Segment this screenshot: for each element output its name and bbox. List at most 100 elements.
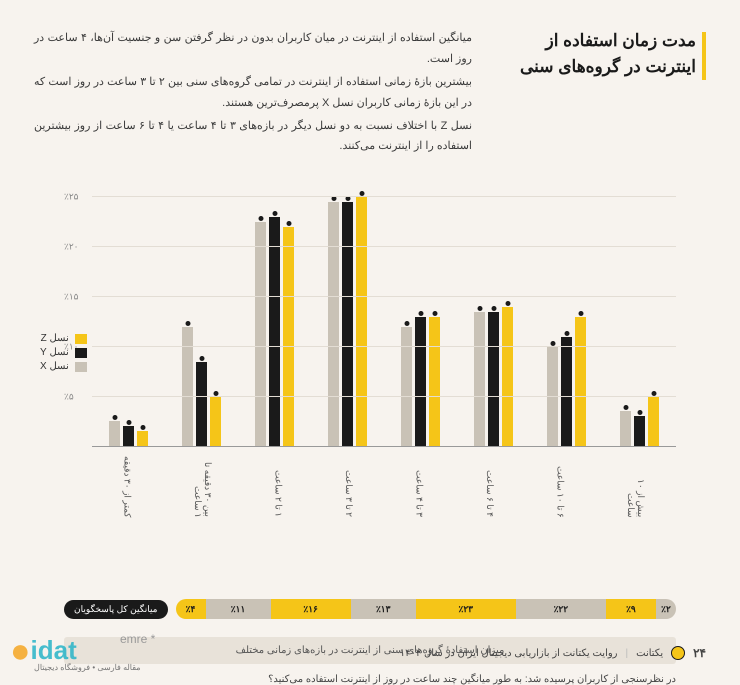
brand-name: یکتانت <box>636 648 663 659</box>
legend-label: نسل Z <box>41 333 69 344</box>
bar <box>401 327 412 447</box>
bar <box>502 307 513 446</box>
x-tick-label: ۳ تا ۴ ساعت <box>414 455 424 517</box>
watermark-logo: ● idat <box>10 635 77 666</box>
bar-group <box>401 177 440 446</box>
x-tick-label: ۴ تا ۶ ساعت <box>485 455 495 517</box>
grid-line <box>92 196 676 197</box>
brand-logo-icon <box>671 646 685 660</box>
summary-segment: ٪۱۶ <box>271 599 351 619</box>
bar-group <box>255 177 294 446</box>
summary-segment: ٪۲ <box>656 599 676 619</box>
desc-line: بیشترین بازهٔ زمانی استفاده از اینترنت د… <box>34 72 472 114</box>
summary-segment: ٪۹ <box>606 599 656 619</box>
bar-dot-icon <box>258 216 263 221</box>
bar-dot-icon <box>112 415 117 420</box>
bar-group <box>547 177 586 446</box>
legend-item: نسل Y <box>40 347 87 358</box>
x-axis-labels: کمتر از ۳۰ دقیقه بین ۳۰ دقیقه تا ۱ ساعت ۱ … <box>92 455 676 517</box>
bar-dot-icon <box>286 221 291 226</box>
summary-segment: ٪۴ <box>176 599 206 619</box>
x-tick-label: ۶ تا ۱۰ ساعت <box>555 455 565 517</box>
legend-swatch-icon <box>75 334 87 344</box>
watermark-text: idat <box>31 635 77 666</box>
bar <box>620 411 631 446</box>
y-tick-label: ٪۲۵ <box>64 192 79 203</box>
watermark-subtitle: مقاله فارسی • فروشگاه دیجیتال <box>34 663 141 672</box>
desc-line: نسل Z با اختلاف نسبت به دو نسل دیگر در ب… <box>34 116 472 158</box>
grid-line <box>92 296 676 297</box>
bar-dot-icon <box>126 420 131 425</box>
bar-dot-icon <box>185 321 190 326</box>
legend-swatch-icon <box>75 362 87 372</box>
bar-dot-icon <box>637 410 642 415</box>
bar-dot-icon <box>477 306 482 311</box>
bar-dot-icon <box>272 211 277 216</box>
bar-group <box>109 177 148 446</box>
bar-group <box>620 177 659 446</box>
bar-group <box>474 177 513 446</box>
grid-line <box>92 346 676 347</box>
grid-line <box>92 396 676 397</box>
bar-dot-icon <box>505 301 510 306</box>
emre-watermark: emre * <box>120 632 155 646</box>
summary-bar: میانگین کل پاسخگویان ٪۴٪۱۱٪۱۶٪۱۳٪۲۳٪۲۲٪۹… <box>64 595 676 623</box>
bar <box>196 362 207 447</box>
page-footer: ۲۴ یکتانت | روایت یکتانت از بازاریابی دی… <box>34 646 706 660</box>
bar-group <box>182 177 221 446</box>
bar <box>182 327 193 447</box>
title-accent-bar <box>702 32 706 80</box>
legend-label: نسل X <box>40 361 69 372</box>
bar <box>109 421 120 446</box>
summary-strip: ٪۴٪۱۱٪۱۶٪۱۳٪۲۳٪۲۲٪۹٪۲ <box>176 599 677 619</box>
x-tick-label: کمتر از ۳۰ دقیقه <box>122 455 132 517</box>
y-tick-label: ٪۵ <box>64 392 74 403</box>
summary-segment: ٪۱۳ <box>351 599 416 619</box>
x-tick-label: بیش از ۱۰ ساعت <box>626 455 646 517</box>
bar-dot-icon <box>404 321 409 326</box>
bar-dot-icon <box>432 311 437 316</box>
summary-segment: ٪۲۳ <box>416 599 516 619</box>
description-block: میانگین استفاده از اینترنت در میان کاربر… <box>34 28 472 159</box>
bar <box>561 337 572 447</box>
legend-swatch-icon <box>75 348 87 358</box>
bar-dot-icon <box>199 356 204 361</box>
bar-dot-icon <box>623 405 628 410</box>
bar <box>328 202 339 446</box>
bar <box>137 431 148 446</box>
desc-line: میانگین استفاده از اینترنت در میان کاربر… <box>34 28 472 70</box>
bar <box>648 397 659 447</box>
footer-text: روایت یکتانت از بازاریابی دیجیتال ایران … <box>400 648 618 659</box>
bar <box>283 227 294 446</box>
title-block: مدت زمان استفاده از اینترنت در گروه‌های … <box>496 28 706 79</box>
legend-label: نسل Y <box>40 347 69 358</box>
y-axis: ٪۵٪۱۰٪۱۵٪۲۰٪۲۵ <box>64 177 92 447</box>
bar <box>415 317 426 447</box>
bar <box>123 426 134 446</box>
bar <box>255 222 266 446</box>
bar <box>356 197 367 446</box>
bar <box>474 312 485 447</box>
x-tick-label: ۲ تا ۳ ساعت <box>344 455 354 517</box>
x-tick-label: ۱ تا ۲ ساعت <box>273 455 283 517</box>
y-tick-label: ٪۱۵ <box>64 292 79 303</box>
bar-dot-icon <box>578 311 583 316</box>
x-tick-label: بین ۳۰ دقیقه تا ۱ ساعت <box>193 455 213 517</box>
bar <box>547 347 558 447</box>
bar-chart: ٪۵٪۱۰٪۱۵٪۲۰٪۲۵ <box>64 177 676 447</box>
bar-dot-icon <box>491 306 496 311</box>
legend-item: نسل X <box>40 361 87 372</box>
summary-segment: ٪۱۱ <box>206 599 271 619</box>
grid-line <box>92 246 676 247</box>
bar-dot-icon <box>140 425 145 430</box>
page-number: ۲۴ <box>693 646 706 660</box>
bar-groups <box>92 177 676 446</box>
bar-dot-icon <box>564 331 569 336</box>
chart-legend: نسل Z نسل Y نسل X <box>40 330 87 375</box>
legend-item: نسل Z <box>40 333 87 344</box>
summary-segment: ٪۲۲ <box>516 599 606 619</box>
bar <box>269 217 280 446</box>
bar <box>210 397 221 447</box>
page-title: مدت زمان استفاده از اینترنت در گروه‌های … <box>496 28 696 79</box>
bar <box>429 317 440 447</box>
